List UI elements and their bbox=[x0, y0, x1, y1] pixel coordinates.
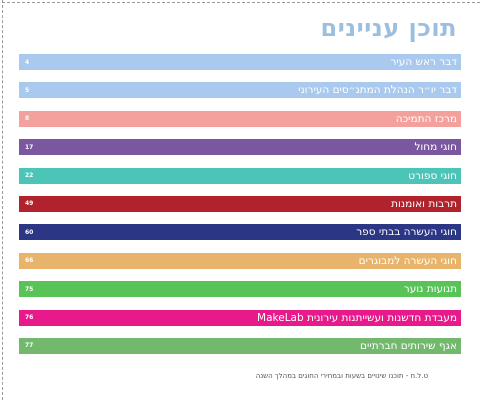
toc-label: מעבדת חדשנות ועשייתנות עירונית MakeLab bbox=[257, 311, 457, 324]
toc-page-number: 4 bbox=[25, 58, 30, 66]
toc-label: דבר יו״ר הנהלת המתנ״סים העירוני bbox=[298, 84, 457, 97]
toc-page-number: 49 bbox=[25, 200, 34, 208]
toc-row-adult-enrichment[interactable]: 66 חוגי העשרה למבוגרים bbox=[19, 252, 461, 269]
toc-label: מרכז התמיכה bbox=[395, 112, 457, 125]
dashed-frame-left bbox=[2, 0, 3, 400]
toc-label: אגף שירותים חברתיים bbox=[360, 339, 457, 352]
toc-row-sports-classes[interactable]: 22 חוגי ספורט bbox=[19, 167, 461, 184]
footnote: ט.ל.ח - תוכנו שינויים בשעות ובמחירי החוג… bbox=[255, 372, 428, 380]
toc-row-culture-arts[interactable]: 49 תרבות ואומנות bbox=[19, 195, 461, 212]
toc-page-number: 5 bbox=[25, 86, 30, 94]
toc-list: 4 דבר ראש העיר 5 דבר יו״ר הנהלת המתנ״סים… bbox=[19, 54, 461, 366]
toc-row-support-center[interactable]: 8 מרכז התמיכה bbox=[19, 110, 461, 127]
toc-row-mayor-greeting[interactable]: 4 דבר ראש העיר bbox=[19, 54, 461, 70]
toc-label: תרבות ואומנות bbox=[391, 197, 457, 210]
toc-row-makelab[interactable]: 76 מעבדת חדשנות ועשייתנות עירונית MakeLa… bbox=[19, 309, 461, 326]
toc-label: חוגי מחול bbox=[414, 141, 457, 154]
toc-page-number: 76 bbox=[25, 314, 34, 322]
toc-label: דבר ראש העיר bbox=[390, 56, 458, 68]
toc-row-youth-movements[interactable]: 75 תנועות נוער bbox=[19, 281, 461, 298]
dashed-frame-top bbox=[2, 2, 480, 3]
toc-page-number: 22 bbox=[25, 172, 34, 180]
toc-page-number: 77 bbox=[25, 342, 34, 350]
toc-row-chairman-greeting[interactable]: 5 דבר יו״ר הנהלת המתנ״סים העירוני bbox=[19, 82, 461, 99]
toc-label: חוגי העשרה בבתי ספר bbox=[356, 226, 457, 239]
toc-page-number: 75 bbox=[25, 285, 34, 293]
toc-row-social-services[interactable]: 77 אגף שירותים חברתיים bbox=[19, 337, 461, 354]
toc-page-number: 17 bbox=[25, 143, 34, 151]
toc-label: חוגי ספורט bbox=[408, 169, 457, 182]
toc-page-number: 60 bbox=[25, 228, 34, 236]
toc-row-school-enrichment[interactable]: 60 חוגי העשרה בבתי ספר bbox=[19, 224, 461, 241]
toc-label: חוגי העשרה למבוגרים bbox=[358, 254, 457, 267]
toc-page-number: 66 bbox=[25, 257, 34, 265]
page-title: תוכן עניינים bbox=[320, 14, 457, 42]
toc-row-dance-classes[interactable]: 17 חוגי מחול bbox=[19, 139, 461, 156]
toc-label: תנועות נוער bbox=[403, 283, 457, 296]
toc-page-number: 8 bbox=[25, 115, 30, 123]
